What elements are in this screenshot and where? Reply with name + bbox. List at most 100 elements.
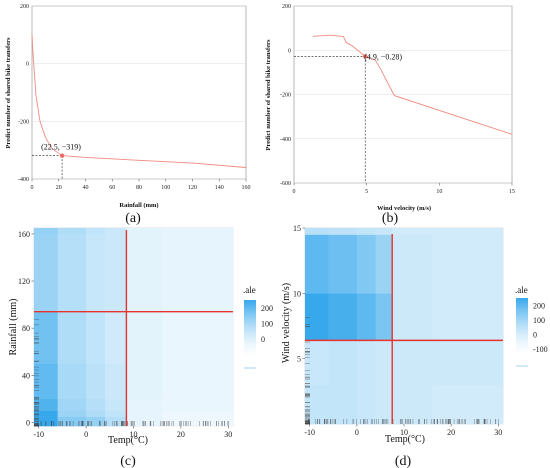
colorbar-segment	[516, 322, 528, 325]
colorbar-segment	[516, 327, 528, 329]
x-tick-label: 0	[31, 185, 34, 191]
panel-b: 0 5 10 15 -600 -400 -200 0 200 (4.9, −0.28) Wind…	[265, 4, 515, 226]
heatmap-cell	[86, 398, 106, 411]
y-tick-label: -400	[18, 177, 29, 183]
colorbar-segment	[244, 305, 256, 308]
colorbar-tick-label: -100	[533, 345, 548, 354]
colorbar-segment	[516, 305, 528, 307]
heatmap-cell	[356, 228, 377, 235]
colorbar-segment	[516, 345, 528, 348]
y-tick-label: 0	[26, 418, 30, 427]
heatmap-cell	[126, 410, 163, 417]
colorbar-segment	[244, 343, 256, 346]
caption-d: (d)	[395, 454, 412, 468]
y-tick-label: 0	[288, 48, 291, 54]
x-tick-label: 10	[436, 189, 442, 195]
x-tick-label: 40	[83, 185, 89, 191]
colorbar-segment	[516, 353, 528, 355]
heatmap-cell	[356, 384, 377, 425]
x-tick-label: 20	[56, 185, 62, 191]
y-tick-label: -600	[280, 181, 291, 187]
colorbar-segment	[516, 340, 528, 342]
caption-c: (c)	[120, 454, 136, 468]
annotation-b: (4.9, −0.28)	[294, 52, 402, 183]
colorbar-segment	[244, 347, 256, 350]
colorbar-segment	[516, 348, 528, 351]
heatmap-cell	[57, 398, 87, 411]
colorbar-segment	[244, 321, 256, 324]
colorbar-segment	[516, 315, 528, 318]
x-axis-label-a: Rainfall (mm)	[119, 202, 158, 209]
colorbar-segment	[244, 313, 256, 315]
colorbar-segment	[516, 344, 528, 347]
caption-b: (b)	[382, 211, 399, 226]
heatmap-cell	[161, 410, 234, 417]
x-tick-label: 80	[136, 185, 142, 191]
legend-title-c: .ale	[243, 285, 256, 295]
x-tick-label: 100	[161, 185, 170, 191]
ticks-d: -10 0 10 20 30 5 10 15	[293, 224, 502, 437]
colorbar-segment	[516, 335, 528, 338]
y-tick-label: 40	[22, 371, 30, 380]
series-line-a	[31, 34, 247, 168]
heatmap-cell	[57, 228, 87, 235]
x-tick-label: -10	[304, 428, 315, 437]
heatmap-cell	[328, 384, 358, 425]
heatmap-cell	[34, 398, 58, 411]
heatmap-cell	[57, 363, 87, 400]
colorbar-segment	[244, 334, 256, 337]
ticks-a: 0 20 40 60 80 100 120 140 160 -400 -200 0 200	[18, 4, 251, 191]
x-tick-label: 0	[84, 430, 88, 439]
x-tick-label: 15	[509, 189, 515, 195]
y-tick-label: 160	[18, 230, 30, 239]
colorbar-tick-label: 0	[261, 335, 265, 344]
x-tick-label: 10	[130, 430, 138, 439]
heatmap-cells-d	[304, 227, 504, 425]
heatmap-cell	[392, 293, 433, 341]
colorbar-segment	[516, 341, 528, 344]
colorbar-segment	[244, 339, 256, 341]
colorbar-segment	[244, 314, 256, 317]
heatmap-cell	[105, 311, 127, 364]
heatmap-cell	[328, 340, 358, 386]
colorbar-segment	[516, 328, 528, 331]
colorbar-tick-label: 100	[533, 316, 545, 325]
heatmap-cell	[305, 228, 329, 235]
colorbar-segment	[244, 317, 256, 320]
colorbar-segment	[244, 349, 256, 352]
series-line-b	[312, 34, 513, 135]
colorbar-segment	[244, 315, 256, 318]
heatmap-cell	[432, 384, 504, 425]
heatmap-cell	[328, 293, 358, 341]
heatmap-cell	[375, 293, 393, 341]
colorbar-segment	[244, 300, 256, 302]
heatmap-cell	[126, 416, 163, 427]
colorbar-segment	[516, 302, 528, 305]
y-tick-label: 200	[282, 4, 291, 10]
x-tick-label: 160	[242, 185, 251, 191]
heatmap-cell	[161, 228, 234, 235]
heatmap-cell	[105, 398, 127, 411]
heatmap-cell	[392, 234, 433, 294]
x-tick-label: -10	[33, 430, 44, 439]
point-label-b: (4.9, −0.28)	[364, 52, 402, 61]
colorbar-segment	[516, 313, 528, 316]
heatmap-cell	[105, 416, 127, 427]
heatmap-cell	[375, 228, 393, 235]
rug-marks-c	[34, 319, 229, 427]
heatmap-cell	[161, 363, 234, 400]
x-tick-label: 20	[447, 428, 455, 437]
colorbar-segment	[244, 353, 256, 356]
colorbar-segment	[516, 331, 528, 334]
colorbar-segment	[516, 298, 528, 300]
highlight-point-b	[363, 54, 368, 59]
colorbar-segment	[244, 327, 256, 330]
colorbar-segment	[244, 333, 256, 336]
x-tick-label: 0	[293, 189, 296, 195]
heatmap-cell	[356, 293, 377, 341]
heatmap-cell	[86, 311, 106, 364]
heatmap-cell	[126, 228, 163, 235]
x-tick-label: 30	[224, 430, 232, 439]
heatmap-cell	[105, 228, 127, 235]
